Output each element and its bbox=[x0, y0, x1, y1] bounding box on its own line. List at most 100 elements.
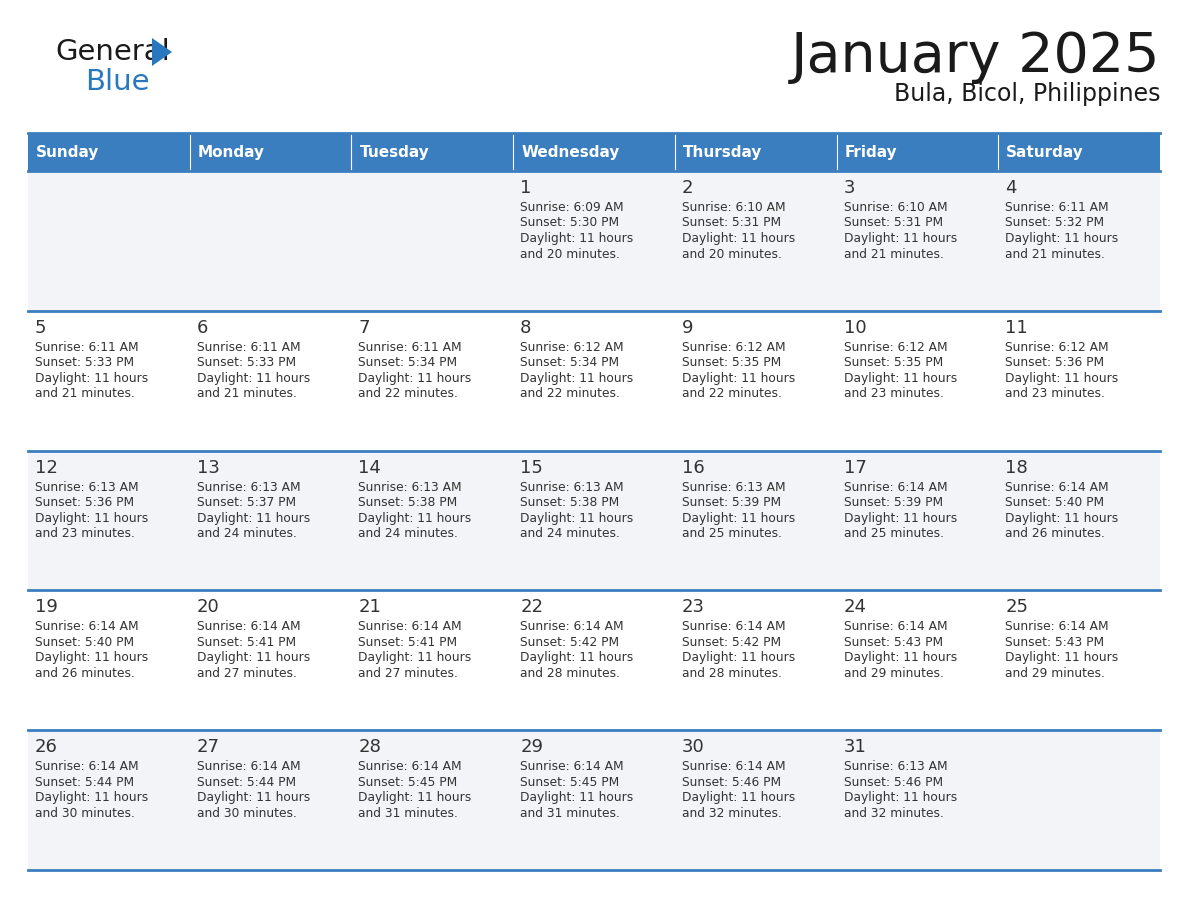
Text: and 32 minutes.: and 32 minutes. bbox=[682, 807, 782, 820]
Text: and 26 minutes.: and 26 minutes. bbox=[1005, 527, 1105, 540]
Bar bbox=[352, 133, 513, 171]
Text: and 22 minutes.: and 22 minutes. bbox=[682, 387, 782, 400]
Text: and 28 minutes.: and 28 minutes. bbox=[520, 666, 620, 680]
Text: Daylight: 11 hours: Daylight: 11 hours bbox=[197, 372, 310, 385]
Bar bbox=[998, 730, 1159, 870]
Text: and 29 minutes.: and 29 minutes. bbox=[843, 666, 943, 680]
Text: and 22 minutes.: and 22 minutes. bbox=[359, 387, 459, 400]
Text: Sunrise: 6:12 AM: Sunrise: 6:12 AM bbox=[1005, 341, 1108, 353]
Bar bbox=[190, 133, 352, 171]
Text: Daylight: 11 hours: Daylight: 11 hours bbox=[520, 232, 633, 245]
Text: Sunset: 5:34 PM: Sunset: 5:34 PM bbox=[520, 356, 619, 369]
Text: Sunset: 5:41 PM: Sunset: 5:41 PM bbox=[197, 636, 296, 649]
Text: Daylight: 11 hours: Daylight: 11 hours bbox=[520, 791, 633, 804]
Text: Daylight: 11 hours: Daylight: 11 hours bbox=[682, 232, 795, 245]
Text: Daylight: 11 hours: Daylight: 11 hours bbox=[682, 372, 795, 385]
Text: Sunrise: 6:14 AM: Sunrise: 6:14 AM bbox=[682, 760, 785, 773]
Bar bbox=[998, 590, 1159, 730]
Text: Sunset: 5:46 PM: Sunset: 5:46 PM bbox=[682, 776, 781, 789]
Text: and 20 minutes.: and 20 minutes. bbox=[520, 248, 620, 261]
Bar bbox=[513, 590, 675, 730]
Text: Sunset: 5:42 PM: Sunset: 5:42 PM bbox=[520, 636, 619, 649]
Text: Sunrise: 6:14 AM: Sunrise: 6:14 AM bbox=[520, 621, 624, 633]
Text: Sunset: 5:33 PM: Sunset: 5:33 PM bbox=[197, 356, 296, 369]
Text: 24: 24 bbox=[843, 599, 866, 616]
Text: Daylight: 11 hours: Daylight: 11 hours bbox=[1005, 232, 1119, 245]
Text: Daylight: 11 hours: Daylight: 11 hours bbox=[1005, 372, 1119, 385]
Text: 4: 4 bbox=[1005, 179, 1017, 197]
Bar bbox=[836, 451, 998, 590]
Text: Sunrise: 6:13 AM: Sunrise: 6:13 AM bbox=[197, 481, 301, 494]
Bar bbox=[675, 171, 836, 311]
Text: 13: 13 bbox=[197, 459, 220, 476]
Text: and 20 minutes.: and 20 minutes. bbox=[682, 248, 782, 261]
Bar bbox=[29, 590, 190, 730]
Bar bbox=[29, 451, 190, 590]
Text: Sunset: 5:39 PM: Sunset: 5:39 PM bbox=[843, 496, 943, 509]
Bar bbox=[190, 311, 352, 451]
Text: and 30 minutes.: and 30 minutes. bbox=[197, 807, 297, 820]
Text: Sunset: 5:42 PM: Sunset: 5:42 PM bbox=[682, 636, 781, 649]
Text: Sunrise: 6:11 AM: Sunrise: 6:11 AM bbox=[197, 341, 301, 353]
Bar bbox=[352, 171, 513, 311]
Text: Daylight: 11 hours: Daylight: 11 hours bbox=[197, 652, 310, 665]
Text: Daylight: 11 hours: Daylight: 11 hours bbox=[682, 652, 795, 665]
Bar bbox=[998, 451, 1159, 590]
Text: Sunset: 5:46 PM: Sunset: 5:46 PM bbox=[843, 776, 943, 789]
Text: and 21 minutes.: and 21 minutes. bbox=[1005, 248, 1105, 261]
Bar bbox=[190, 171, 352, 311]
Text: Daylight: 11 hours: Daylight: 11 hours bbox=[843, 652, 956, 665]
Text: Sunset: 5:31 PM: Sunset: 5:31 PM bbox=[682, 217, 781, 230]
Text: January 2025: January 2025 bbox=[790, 30, 1159, 84]
Text: and 24 minutes.: and 24 minutes. bbox=[197, 527, 297, 540]
Text: 9: 9 bbox=[682, 319, 694, 337]
Text: Sunrise: 6:14 AM: Sunrise: 6:14 AM bbox=[359, 621, 462, 633]
Text: and 30 minutes.: and 30 minutes. bbox=[34, 807, 135, 820]
Text: Daylight: 11 hours: Daylight: 11 hours bbox=[1005, 511, 1119, 524]
Text: 10: 10 bbox=[843, 319, 866, 337]
Text: and 21 minutes.: and 21 minutes. bbox=[34, 387, 135, 400]
Text: Sunset: 5:36 PM: Sunset: 5:36 PM bbox=[34, 496, 134, 509]
Text: 14: 14 bbox=[359, 459, 381, 476]
Text: Sunrise: 6:13 AM: Sunrise: 6:13 AM bbox=[34, 481, 139, 494]
Bar bbox=[675, 730, 836, 870]
Bar bbox=[836, 171, 998, 311]
Bar bbox=[998, 171, 1159, 311]
Text: Sunset: 5:45 PM: Sunset: 5:45 PM bbox=[359, 776, 457, 789]
Text: Sunrise: 6:14 AM: Sunrise: 6:14 AM bbox=[1005, 481, 1108, 494]
Bar bbox=[513, 451, 675, 590]
Text: Sunrise: 6:13 AM: Sunrise: 6:13 AM bbox=[843, 760, 947, 773]
Text: and 28 minutes.: and 28 minutes. bbox=[682, 666, 782, 680]
Text: Sunset: 5:40 PM: Sunset: 5:40 PM bbox=[34, 636, 134, 649]
Text: 31: 31 bbox=[843, 738, 866, 756]
Bar bbox=[513, 311, 675, 451]
Text: Sunrise: 6:14 AM: Sunrise: 6:14 AM bbox=[520, 760, 624, 773]
Bar bbox=[190, 730, 352, 870]
Text: 22: 22 bbox=[520, 599, 543, 616]
Text: Daylight: 11 hours: Daylight: 11 hours bbox=[34, 372, 148, 385]
Text: 12: 12 bbox=[34, 459, 58, 476]
Text: Daylight: 11 hours: Daylight: 11 hours bbox=[843, 232, 956, 245]
Text: and 29 minutes.: and 29 minutes. bbox=[1005, 666, 1105, 680]
Text: Daylight: 11 hours: Daylight: 11 hours bbox=[843, 511, 956, 524]
Text: Daylight: 11 hours: Daylight: 11 hours bbox=[843, 372, 956, 385]
Text: Sunrise: 6:14 AM: Sunrise: 6:14 AM bbox=[1005, 621, 1108, 633]
Text: and 26 minutes.: and 26 minutes. bbox=[34, 666, 135, 680]
Bar bbox=[513, 133, 675, 171]
Text: Daylight: 11 hours: Daylight: 11 hours bbox=[34, 511, 148, 524]
Text: Sunset: 5:33 PM: Sunset: 5:33 PM bbox=[34, 356, 134, 369]
Text: and 23 minutes.: and 23 minutes. bbox=[843, 387, 943, 400]
Text: and 25 minutes.: and 25 minutes. bbox=[682, 527, 782, 540]
Bar bbox=[352, 451, 513, 590]
Bar bbox=[190, 451, 352, 590]
Text: Daylight: 11 hours: Daylight: 11 hours bbox=[34, 791, 148, 804]
Text: 23: 23 bbox=[682, 599, 704, 616]
Bar bbox=[836, 730, 998, 870]
Text: 25: 25 bbox=[1005, 599, 1029, 616]
Text: Sunrise: 6:14 AM: Sunrise: 6:14 AM bbox=[34, 760, 139, 773]
Bar bbox=[836, 133, 998, 171]
Bar bbox=[190, 590, 352, 730]
Bar bbox=[836, 590, 998, 730]
Text: Sunrise: 6:14 AM: Sunrise: 6:14 AM bbox=[682, 621, 785, 633]
Bar bbox=[352, 730, 513, 870]
